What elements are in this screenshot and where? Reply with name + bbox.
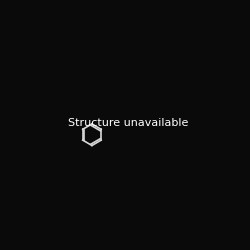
Text: Structure unavailable: Structure unavailable xyxy=(68,118,188,128)
